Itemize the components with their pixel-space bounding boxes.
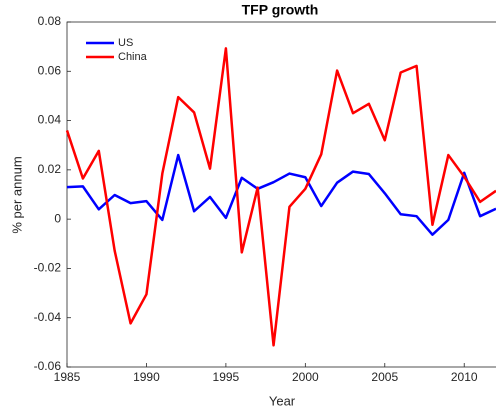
legend-label: China xyxy=(118,51,148,63)
x-tick-label: 1990 xyxy=(133,370,160,384)
y-tick-label: 0.02 xyxy=(38,162,62,176)
x-tick-label: 2000 xyxy=(292,370,319,384)
chart-title: TFP growth xyxy=(242,2,319,18)
data-line xyxy=(66,153,496,236)
y-tick-label: -0.04 xyxy=(34,310,62,324)
y-tick-label: 0.06 xyxy=(38,63,62,77)
x-axis-label: Year xyxy=(269,393,296,408)
legend-label: US xyxy=(118,37,133,49)
x-tick-label: 1985 xyxy=(54,370,81,384)
x-tick-label: 1995 xyxy=(213,370,240,384)
y-tick-label: -0.02 xyxy=(34,261,62,275)
plot-area xyxy=(66,21,496,368)
x-tick-label: 2010 xyxy=(451,370,478,384)
y-tick-label: 0.08 xyxy=(38,14,62,28)
x-tick-label: 2005 xyxy=(371,370,398,384)
y-tick-label: -0.06 xyxy=(34,359,62,373)
y-tick-label: 0.04 xyxy=(38,113,62,127)
y-tick-label: 0 xyxy=(54,211,61,225)
data-line xyxy=(65,47,496,347)
y-axis-label: % per annum xyxy=(9,156,24,233)
